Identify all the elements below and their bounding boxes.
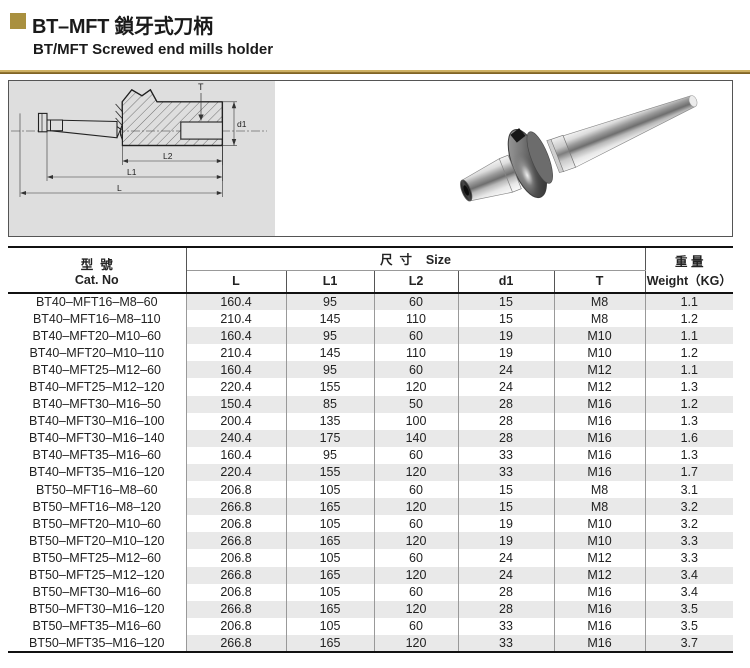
svg-text:L: L xyxy=(117,183,122,193)
svg-text:d1: d1 xyxy=(237,119,247,129)
svg-text:T: T xyxy=(198,82,204,92)
svg-text:L1: L1 xyxy=(127,167,137,177)
svg-text:L2: L2 xyxy=(163,151,173,161)
